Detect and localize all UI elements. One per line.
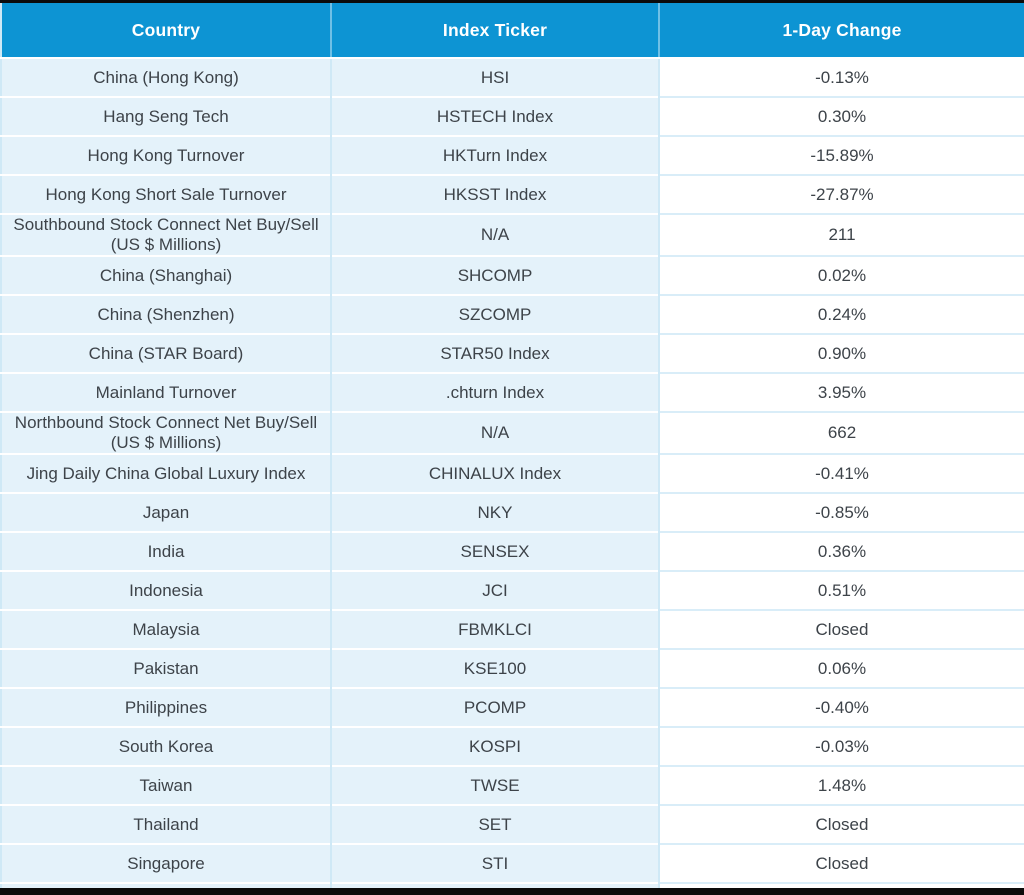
- country-cell: Hang Seng Tech: [1, 96, 331, 136]
- table-row: India SENSEX 0.36%: [1, 531, 1024, 571]
- table-body: China (Hong Kong) HSI -0.13% Hang Seng T…: [1, 58, 1024, 888]
- top-border-bar: [0, 0, 1024, 3]
- table-row: Thailand SET Closed: [1, 804, 1024, 844]
- change-cell: -15.89%: [658, 135, 1024, 175]
- ticker-cell: N/A: [330, 411, 659, 454]
- table-row: China (Shanghai) SHCOMP 0.02%: [1, 255, 1024, 295]
- table-row: Singapore STI Closed: [1, 843, 1024, 883]
- table-row: China (STAR Board) STAR50 Index 0.90%: [1, 333, 1024, 373]
- change-cell: -0.40%: [658, 687, 1024, 727]
- ticker-cell: PCOMP: [330, 687, 659, 727]
- header-country: Country: [1, 3, 331, 59]
- change-cell: -0.05%: [658, 882, 1024, 888]
- country-cell: Indonesia: [1, 570, 331, 610]
- ticker-cell: HKTurn Index: [330, 135, 659, 175]
- table-row: Mainland Turnover .chturn Index 3.95%: [1, 372, 1024, 412]
- ticker-cell: KOSPI: [330, 726, 659, 766]
- table-row: Northbound Stock Connect Net Buy/Sell (U…: [1, 411, 1024, 454]
- change-cell: 0.30%: [658, 96, 1024, 136]
- change-cell: Closed: [658, 804, 1024, 844]
- change-cell: 211: [658, 213, 1024, 256]
- table-row: Hong Kong Short Sale Turnover HKSST Inde…: [1, 174, 1024, 214]
- table-row: Hang Seng Tech HSTECH Index 0.30%: [1, 96, 1024, 136]
- table-row: Jing Daily China Global Luxury Index CHI…: [1, 453, 1024, 493]
- change-cell: 662: [658, 411, 1024, 454]
- table-container: Country Index Ticker 1-Day Change China …: [0, 3, 1024, 888]
- table-row: Malaysia FBMKLCI Closed: [1, 609, 1024, 649]
- country-cell: Japan: [1, 492, 331, 532]
- ticker-cell: FBMKLCI: [330, 609, 659, 649]
- ticker-cell: STI: [330, 843, 659, 883]
- change-cell: -0.85%: [658, 492, 1024, 532]
- ticker-cell: SHCOMP: [330, 255, 659, 295]
- country-cell: Philippines: [1, 687, 331, 727]
- country-cell: China (Shenzhen): [1, 294, 331, 334]
- table-row: Indonesia JCI 0.51%: [1, 570, 1024, 610]
- header-index-ticker: Index Ticker: [330, 3, 659, 59]
- change-cell: -27.87%: [658, 174, 1024, 214]
- change-cell: -0.03%: [658, 726, 1024, 766]
- country-cell: Australia: [1, 882, 331, 888]
- change-cell: 3.95%: [658, 372, 1024, 412]
- change-cell: 1.48%: [658, 765, 1024, 805]
- ticker-cell: TWSE: [330, 765, 659, 805]
- country-cell: China (STAR Board): [1, 333, 331, 373]
- change-cell: 0.90%: [658, 333, 1024, 373]
- bottom-border-bar: [0, 888, 1024, 895]
- change-cell: 0.24%: [658, 294, 1024, 334]
- country-cell: China (Hong Kong): [1, 58, 331, 97]
- change-cell: -0.13%: [658, 58, 1024, 97]
- ticker-cell: HSTECH Index: [330, 96, 659, 136]
- ticker-cell: KSE100: [330, 648, 659, 688]
- table-row: Hong Kong Turnover HKTurn Index -15.89%: [1, 135, 1024, 175]
- country-cell: Southbound Stock Connect Net Buy/Sell (U…: [1, 213, 331, 256]
- country-cell: Taiwan: [1, 765, 331, 805]
- ticker-cell: SZCOMP: [330, 294, 659, 334]
- ticker-cell: NKY: [330, 492, 659, 532]
- ticker-cell: .chturn Index: [330, 372, 659, 412]
- asia-markets-table: Country Index Ticker 1-Day Change China …: [0, 3, 1024, 888]
- change-cell: 0.51%: [658, 570, 1024, 610]
- change-cell: Closed: [658, 843, 1024, 883]
- table-row: China (Hong Kong) HSI -0.13%: [1, 58, 1024, 97]
- table-row: South Korea KOSPI -0.03%: [1, 726, 1024, 766]
- country-cell: Northbound Stock Connect Net Buy/Sell (U…: [1, 411, 331, 454]
- change-cell: 0.02%: [658, 255, 1024, 295]
- table-row: Australia AS51 -0.05%: [1, 882, 1024, 888]
- ticker-cell: STAR50 Index: [330, 333, 659, 373]
- table-row: Pakistan KSE100 0.06%: [1, 648, 1024, 688]
- ticker-cell: SET: [330, 804, 659, 844]
- change-cell: 0.36%: [658, 531, 1024, 571]
- ticker-cell: HSI: [330, 58, 659, 97]
- country-cell: Mainland Turnover: [1, 372, 331, 412]
- ticker-cell: CHINALUX Index: [330, 453, 659, 493]
- table-row: Philippines PCOMP -0.40%: [1, 687, 1024, 727]
- ticker-cell: N/A: [330, 213, 659, 256]
- change-cell: Closed: [658, 609, 1024, 649]
- country-cell: Hong Kong Short Sale Turnover: [1, 174, 331, 214]
- country-cell: Thailand: [1, 804, 331, 844]
- ticker-cell: SENSEX: [330, 531, 659, 571]
- table-row: Southbound Stock Connect Net Buy/Sell (U…: [1, 213, 1024, 256]
- country-cell: Jing Daily China Global Luxury Index: [1, 453, 331, 493]
- country-cell: China (Shanghai): [1, 255, 331, 295]
- country-cell: India: [1, 531, 331, 571]
- country-cell: Malaysia: [1, 609, 331, 649]
- ticker-cell: HKSST Index: [330, 174, 659, 214]
- table-header: Country Index Ticker 1-Day Change: [1, 3, 1024, 59]
- change-cell: -0.41%: [658, 453, 1024, 493]
- country-cell: South Korea: [1, 726, 331, 766]
- header-1-day-change: 1-Day Change: [658, 3, 1024, 59]
- country-cell: Singapore: [1, 843, 331, 883]
- header-row: Country Index Ticker 1-Day Change: [1, 3, 1024, 59]
- country-cell: Pakistan: [1, 648, 331, 688]
- country-cell: Hong Kong Turnover: [1, 135, 331, 175]
- ticker-cell: AS51: [330, 882, 659, 888]
- ticker-cell: JCI: [330, 570, 659, 610]
- table-row: China (Shenzhen) SZCOMP 0.24%: [1, 294, 1024, 334]
- change-cell: 0.06%: [658, 648, 1024, 688]
- table-row: Japan NKY -0.85%: [1, 492, 1024, 532]
- table-row: Taiwan TWSE 1.48%: [1, 765, 1024, 805]
